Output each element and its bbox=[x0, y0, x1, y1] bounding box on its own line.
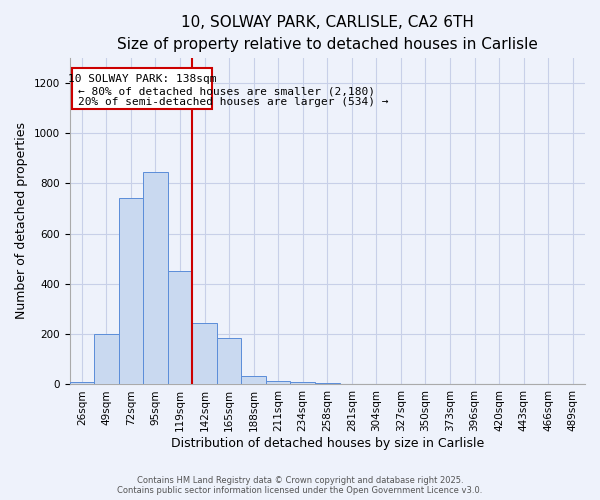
Bar bbox=[241, 376, 266, 384]
Bar bbox=[266, 380, 290, 384]
Bar bbox=[70, 382, 94, 384]
Text: 20% of semi-detached houses are larger (534) →: 20% of semi-detached houses are larger (… bbox=[78, 96, 388, 106]
Bar bbox=[192, 323, 217, 384]
Title: 10, SOLWAY PARK, CARLISLE, CA2 6TH
Size of property relative to detached houses : 10, SOLWAY PARK, CARLISLE, CA2 6TH Size … bbox=[117, 15, 538, 52]
Text: ← 80% of detached houses are smaller (2,180): ← 80% of detached houses are smaller (2,… bbox=[78, 86, 375, 97]
Bar bbox=[94, 334, 119, 384]
Text: Contains HM Land Registry data © Crown copyright and database right 2025.
Contai: Contains HM Land Registry data © Crown c… bbox=[118, 476, 482, 495]
X-axis label: Distribution of detached houses by size in Carlisle: Distribution of detached houses by size … bbox=[170, 437, 484, 450]
Bar bbox=[119, 198, 143, 384]
Bar bbox=[290, 382, 315, 384]
Text: 10 SOLWAY PARK: 138sqm: 10 SOLWAY PARK: 138sqm bbox=[68, 74, 216, 84]
Bar bbox=[168, 272, 192, 384]
Bar bbox=[143, 172, 168, 384]
Y-axis label: Number of detached properties: Number of detached properties bbox=[15, 122, 28, 320]
Bar bbox=[315, 383, 340, 384]
Bar bbox=[217, 338, 241, 384]
